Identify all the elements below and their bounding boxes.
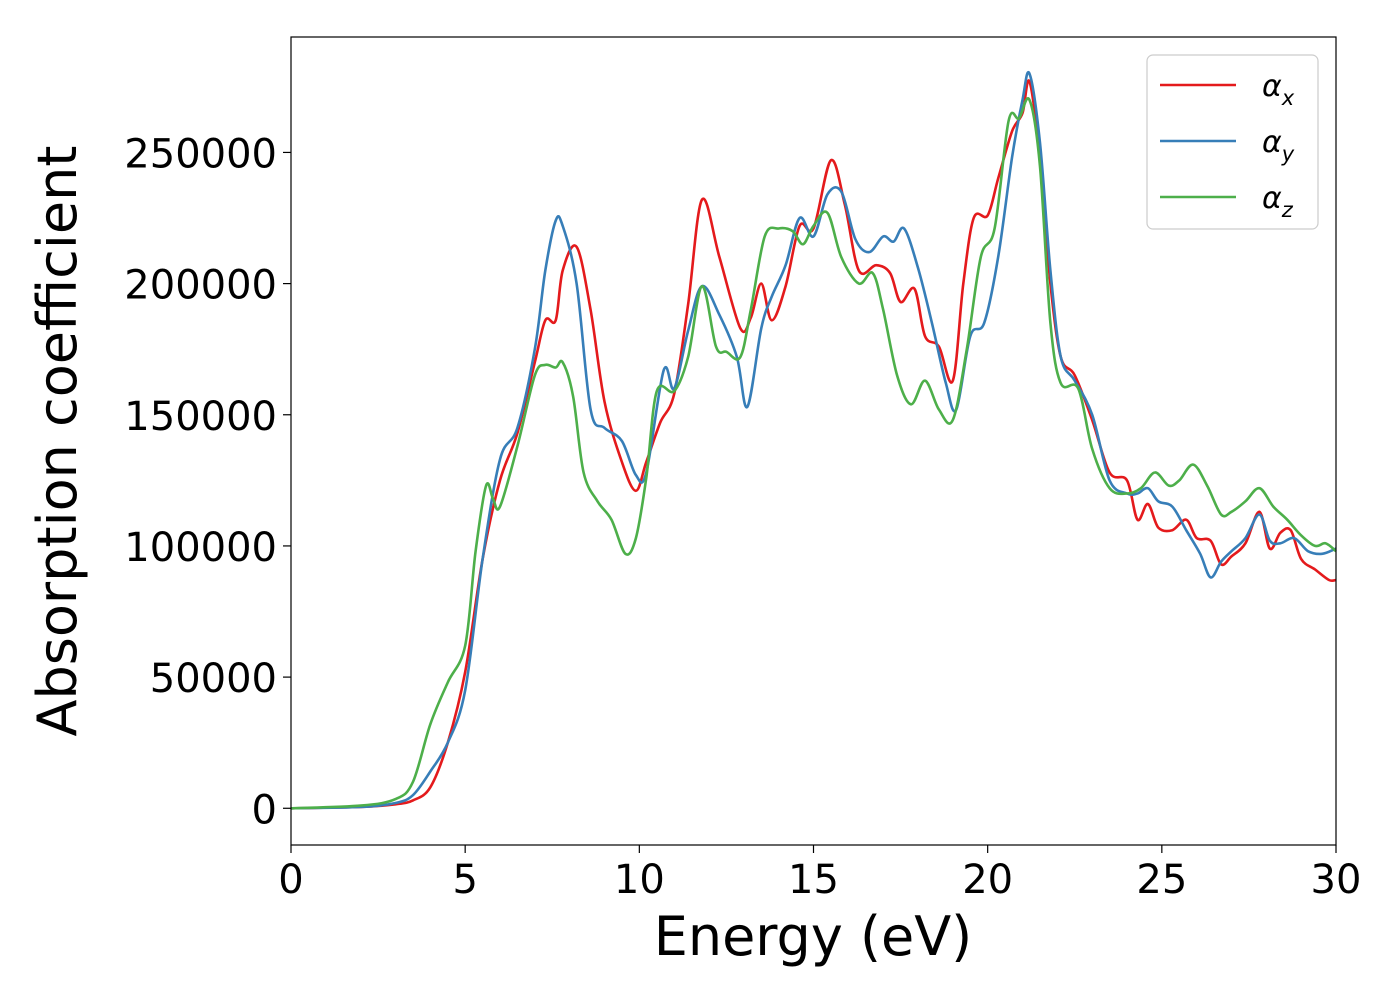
- x-axis-ticks: 0 5 10 15 20 25 30: [278, 845, 1361, 903]
- x-tick-label: 10: [614, 857, 665, 903]
- x-tick-label: 20: [962, 857, 1013, 903]
- y-tick-label: 150000: [124, 394, 277, 440]
- series-line-z: [290, 97, 1337, 810]
- series-line-y: [290, 70, 1337, 810]
- x-tick-label: 30: [1311, 857, 1362, 903]
- y-tick-label: 0: [252, 787, 277, 833]
- x-tick-label: 5: [452, 857, 477, 903]
- y-tick-label: 200000: [124, 263, 277, 309]
- y-tick-label: 250000: [124, 131, 277, 177]
- legend-label-y: αy: [1262, 125, 1295, 166]
- x-tick-label: 25: [1136, 857, 1187, 903]
- x-tick-label: 0: [278, 857, 303, 903]
- y-axis-title: Absorption coefficient: [26, 146, 89, 737]
- series-line-x: [290, 79, 1337, 810]
- y-tick-label: 100000: [124, 525, 277, 571]
- y-axis-ticks: 0 50000 100000 150000 200000 250000: [124, 131, 291, 833]
- legend-label-x: αx: [1262, 69, 1295, 110]
- series-layer: [290, 70, 1337, 810]
- legend: αx αy αz: [1146, 54, 1319, 230]
- x-axis-title: Energy (eV): [654, 905, 973, 968]
- x-tick-label: 15: [788, 857, 839, 903]
- y-tick-label: 50000: [150, 656, 277, 702]
- legend-label-z: αz: [1262, 181, 1294, 222]
